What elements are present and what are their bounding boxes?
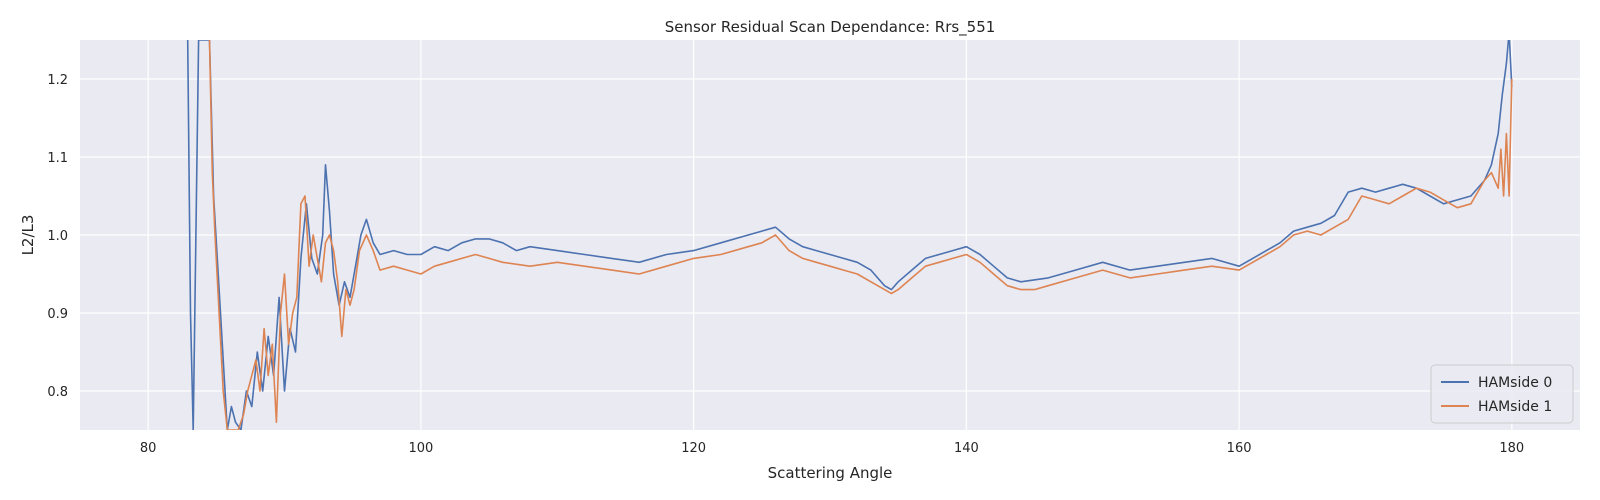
y-tick-label: 0.8 bbox=[47, 385, 68, 400]
series-line-1 bbox=[186, 40, 1513, 430]
y-tick-label: 1.2 bbox=[47, 73, 68, 88]
x-tick-label: 180 bbox=[1499, 441, 1524, 456]
legend-box bbox=[1430, 364, 1574, 424]
series-layer bbox=[186, 40, 1513, 430]
x-axis-label: Scattering Angle bbox=[768, 464, 893, 482]
y-axis-ticks: 0.8 0.9 1.0 1.1 1.2 bbox=[47, 73, 68, 400]
legend: HAMside 0 HAMside 1 bbox=[1430, 364, 1574, 424]
chart-title: Sensor Residual Scan Dependance: Rrs_551 bbox=[665, 18, 996, 37]
x-tick-label: 120 bbox=[681, 441, 706, 456]
legend-label: HAMside 0 bbox=[1478, 375, 1552, 391]
x-tick-label: 160 bbox=[1227, 441, 1252, 456]
y-tick-label: 0.9 bbox=[47, 307, 68, 322]
y-axis-label: L2/L3 bbox=[19, 215, 37, 256]
x-tick-label: 80 bbox=[140, 441, 157, 456]
y-tick-label: 1.0 bbox=[47, 229, 68, 244]
series-line-2 bbox=[208, 40, 1513, 430]
legend-label: HAMside 1 bbox=[1478, 399, 1552, 415]
y-tick-label: 1.1 bbox=[47, 151, 68, 166]
x-tick-label: 140 bbox=[954, 441, 979, 456]
x-tick-label: 100 bbox=[408, 441, 433, 456]
x-axis-ticks: 80 100 120 140 160 180 bbox=[140, 441, 1524, 456]
